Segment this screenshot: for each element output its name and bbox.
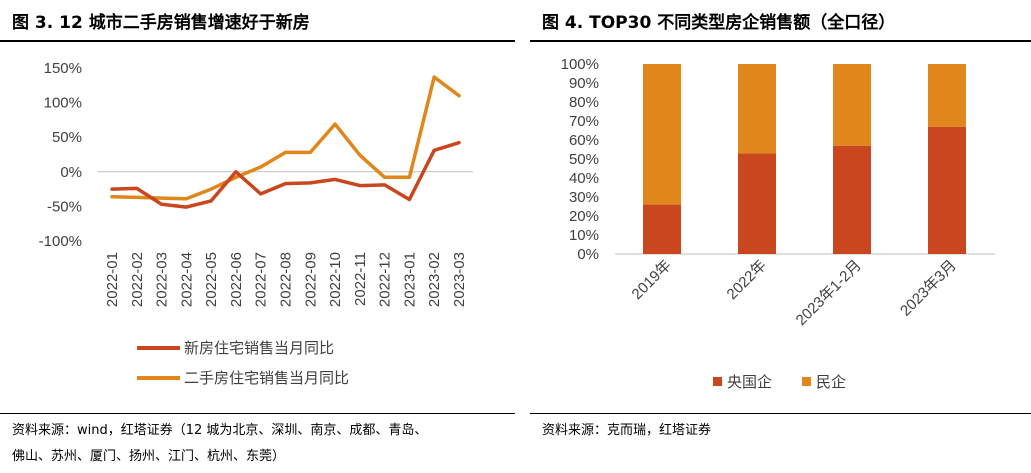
y-tick-label: 50%: [52, 129, 82, 146]
x-tick-label: 2019年: [629, 257, 675, 303]
right-title-rule: [530, 40, 1031, 42]
series-line: [110, 75, 461, 201]
bar-segment: [738, 153, 776, 254]
y-tick-label: 0%: [60, 164, 82, 181]
stacked-bar-chart: 100% 90% 80% 70% 60% 50% 40% 30% 20% 10% 0% 2019年 20…: [561, 56, 995, 391]
legend-label: 新房住宅销售当月同比: [184, 340, 334, 357]
left-source-rule: [0, 413, 515, 414]
legend-label: 二手房住宅销售当月同比: [184, 370, 349, 387]
bar-segment: [928, 126, 966, 254]
y-tick-label: 150%: [44, 60, 82, 77]
bar-segment: [928, 64, 966, 127]
right-figure-title: 图 4. TOP30 不同类型房企销售额（全口径）: [542, 13, 896, 33]
y-tick-label: 10%: [569, 227, 599, 244]
left-title-rule: [0, 40, 515, 42]
legend-swatch: [713, 377, 722, 386]
y-tick-label: -50%: [47, 198, 82, 215]
bar-segment: [833, 145, 871, 254]
x-tick-label: 2022-12: [377, 252, 394, 307]
x-tick-label: 2022-11: [352, 252, 369, 306]
left-source-line-1: 资料来源：wind，红塔证券（12 城为北京、深圳、南京、成都、青岛、: [12, 423, 428, 438]
x-tick-label: 2023-03: [451, 252, 468, 307]
bar-segment: [738, 64, 776, 154]
x-tick-label: 2022-05: [203, 252, 220, 307]
left-chart-panel: 图 3. 12 城市二手房销售增速好于新房 150% 100% 50% 0% -50% -…: [0, 0, 515, 473]
x-tick-label: 2022-06: [228, 252, 245, 307]
y-tick-label: 60%: [569, 132, 599, 149]
x-tick-label: 2022-01: [104, 252, 121, 307]
right-source-line: 资料来源：克而瑞，红塔证券: [542, 423, 712, 438]
x-tick-label: 2022-10: [327, 252, 344, 307]
legend-label: 央国企: [727, 373, 772, 391]
legend-swatch: [802, 377, 811, 386]
x-tick-label: 2022年: [724, 257, 770, 303]
y-tick-label: 50%: [569, 151, 599, 168]
y-tick-label: 80%: [569, 94, 599, 111]
line-chart: 150% 100% 50% 0% -50% -100% 2022-01 2022-02 2022…: [39, 60, 473, 387]
series-line: [110, 140, 461, 209]
x-tick-label: 2023年3月: [897, 257, 960, 320]
left-figure-title: 图 3. 12 城市二手房销售增速好于新房: [12, 13, 310, 33]
bar-segment: [833, 64, 871, 146]
legend-label: 民企: [816, 373, 846, 391]
x-tick-label: 2023-01: [401, 252, 418, 307]
y-tick-label: 70%: [569, 113, 599, 130]
y-tick-label: 40%: [569, 170, 599, 187]
x-tick-label: 2023年1-2月: [793, 257, 865, 329]
right-chart-panel: 图 4. TOP30 不同类型房企销售额（全口径） 100% 90% 80% 70% 6…: [530, 0, 1031, 473]
bar-segment: [643, 204, 681, 254]
y-tick-label: 20%: [569, 208, 599, 225]
x-tick-label: 2022-07: [253, 252, 270, 307]
y-tick-label: -100%: [39, 233, 82, 250]
right-source-rule: [530, 413, 1031, 414]
y-tick-label: 90%: [569, 75, 599, 92]
y-tick-label: 100%: [44, 95, 82, 112]
x-tick-label: 2022-08: [278, 252, 295, 307]
y-tick-label: 100%: [561, 56, 599, 73]
bar-segment: [643, 64, 681, 205]
y-tick-label: 30%: [569, 189, 599, 206]
x-tick-label: 2022-04: [178, 252, 195, 307]
x-tick-label: 2022-02: [129, 252, 146, 307]
x-tick-label: 2023-02: [426, 252, 443, 307]
x-tick-label: 2022-03: [154, 252, 171, 307]
left-source-line-2: 佛山、苏州、厦门、扬州、江门、杭州、东莞）: [12, 449, 286, 464]
y-tick-label: 0%: [577, 246, 599, 263]
x-tick-label: 2022-09: [302, 252, 319, 307]
